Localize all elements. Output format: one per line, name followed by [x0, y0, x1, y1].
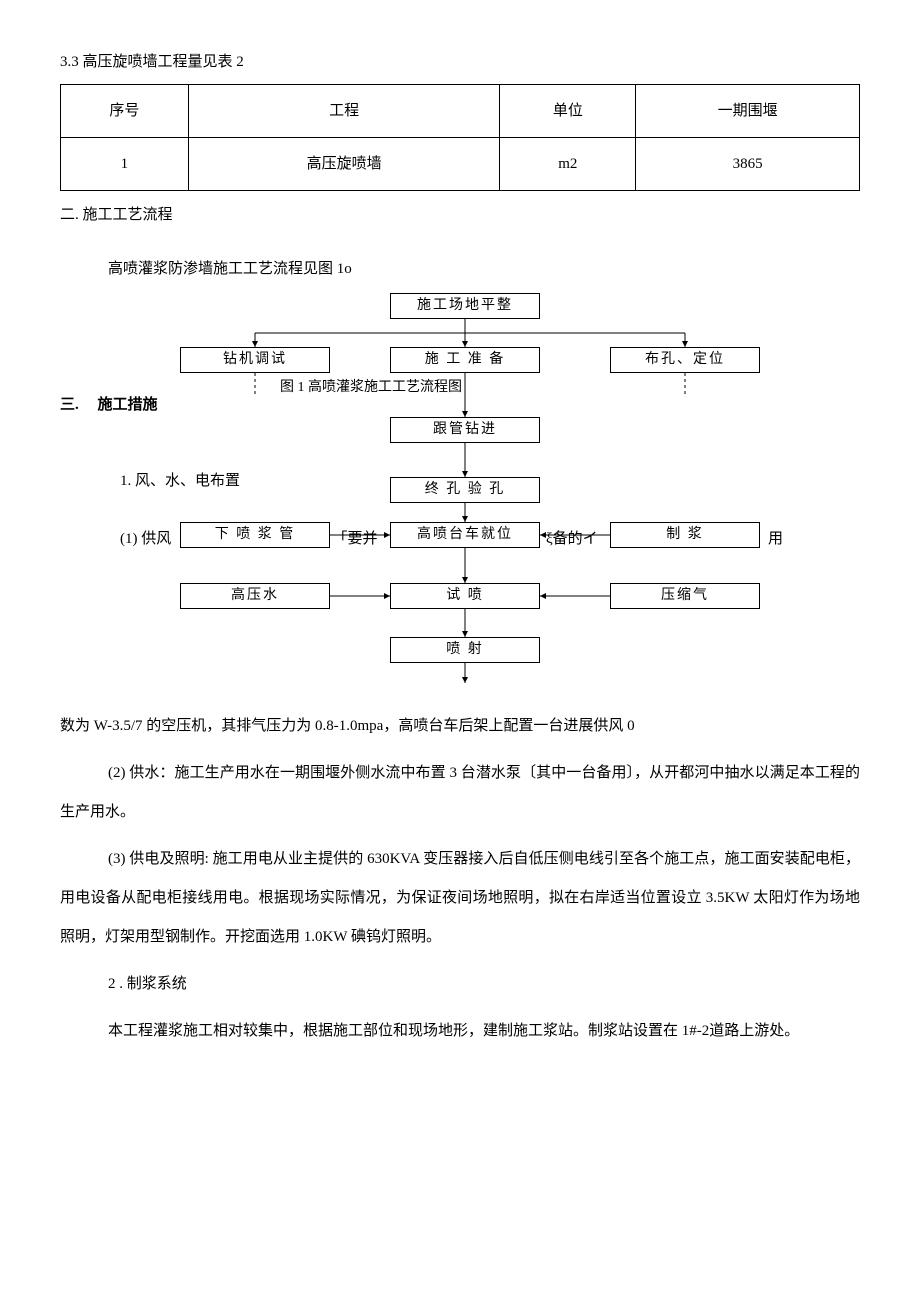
- table-header-row: 序号 工程 单位 一期围堰: [61, 85, 860, 138]
- flow-node-n4: 布孔、定位: [610, 347, 760, 373]
- flow-node-n3: 施 工 准 备: [390, 347, 540, 373]
- section-3-title: 三. 施工措施: [60, 393, 158, 417]
- paragraph-slurry: 本工程灌浆施工相对较集中，根据施工部位和现场地形，建制施工浆站。制浆站设置在 1…: [60, 1012, 860, 1051]
- cell-proj: 高压旋喷墙: [188, 138, 500, 191]
- flow-intro: 高喷灌浆防渗墙施工工艺流程见图 1o: [108, 257, 860, 281]
- flow-node-n7: 下 喷 浆 管: [180, 522, 330, 548]
- flow-node-n5: 跟管钻进: [390, 417, 540, 443]
- section-2-title: 二. 施工工艺流程: [60, 203, 860, 227]
- flow-node-n11: 试 喷: [390, 583, 540, 609]
- paragraph-power: (3) 供电及照明: 施工用电从业主提供的 630KVA 变压器接入后自低压侧电…: [60, 840, 860, 957]
- flow-node-n9: 制 浆: [610, 522, 760, 548]
- flow-node-n6: 终 孔 验 孔: [390, 477, 540, 503]
- table-row: 1 高压旋喷墙 m2 3865: [61, 138, 860, 191]
- col-header-proj: 工程: [188, 85, 500, 138]
- flowchart-caption: 图 1 高喷灌浆施工工艺流程图: [280, 377, 462, 399]
- paragraph-water: (2) 供水：施工生产用水在一期围堰外侧水流中布置 3 台潜水泵〔其中一台备用〕…: [60, 754, 860, 832]
- cell-seq: 1: [61, 138, 189, 191]
- col-header-unit: 单位: [500, 85, 636, 138]
- flowchart-container: 图 1 高喷灌浆施工工艺流程图 三. 施工措施 1. 风、水、电布置 (1) 供…: [60, 287, 860, 697]
- col-header-phase: 一期围堰: [636, 85, 860, 138]
- item-1-title: 1. 风、水、电布置: [120, 469, 240, 493]
- flow-node-n13: 喷 射: [390, 637, 540, 663]
- paragraph-after-flow: 数为 W-3.5/7 的空压机，其排气压力为 0.8-1.0mpa，高喷台车后架…: [60, 707, 860, 746]
- item-2-title: 2 . 制浆系统: [108, 965, 860, 1004]
- fragment-supply-air-c: ξ备的イ: [546, 527, 598, 551]
- col-header-seq: 序号: [61, 85, 189, 138]
- fragment-supply-air-b: ｢要并: [340, 527, 378, 551]
- quantity-table: 序号 工程 单位 一期围堰 1 高压旋喷墙 m2 3865: [60, 84, 860, 191]
- flow-node-n8: 高喷台车就位: [390, 522, 540, 548]
- flow-node-n12: 压缩气: [610, 583, 760, 609]
- section-3-3-title: 3.3 高压旋喷墙工程量见表 2: [60, 50, 860, 74]
- flow-node-n10: 高压水: [180, 583, 330, 609]
- cell-value: 3865: [636, 138, 860, 191]
- cell-unit: m2: [500, 138, 636, 191]
- flow-node-n1: 施工场地平整: [390, 293, 540, 319]
- fragment-supply-air-d: 用: [768, 527, 783, 551]
- flow-node-n2: 钻机调试: [180, 347, 330, 373]
- fragment-supply-air-a: (1) 供风: [120, 527, 171, 551]
